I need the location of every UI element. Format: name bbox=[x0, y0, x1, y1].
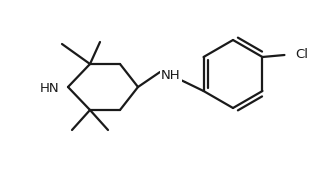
Text: HN: HN bbox=[39, 82, 59, 94]
Text: NH: NH bbox=[161, 69, 181, 82]
Text: Cl: Cl bbox=[295, 48, 309, 62]
